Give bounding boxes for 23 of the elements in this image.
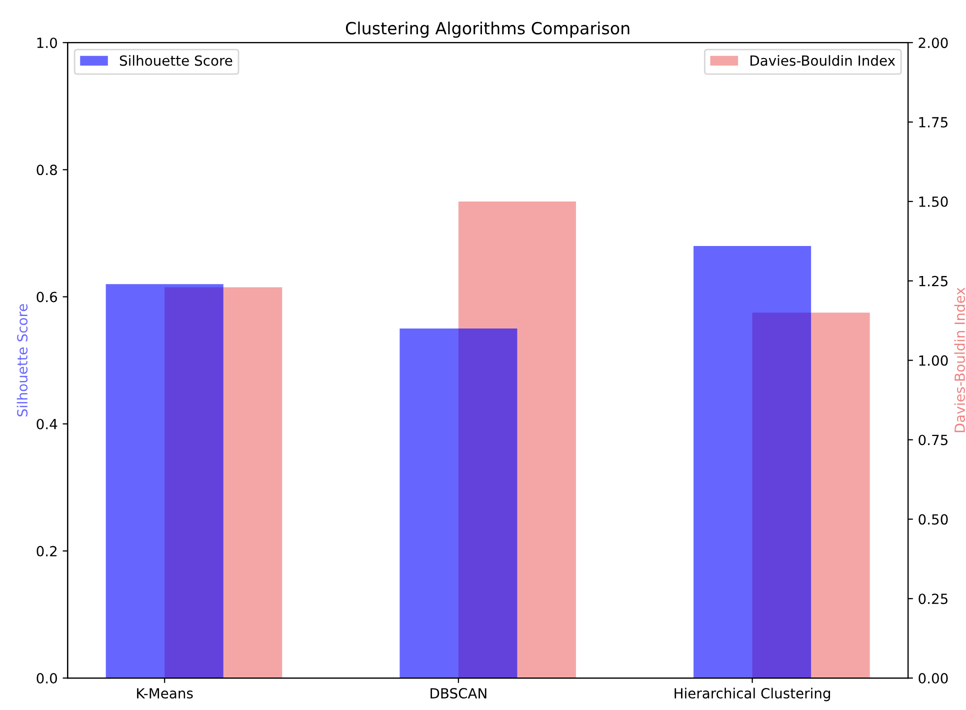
y2-tick-label: 0.25 (918, 594, 948, 604)
y2-tick-label: 1.25 (919, 276, 948, 286)
y-tick-label: 0.8 (36, 164, 57, 176)
y2-tick-label: 0.50 (918, 514, 948, 525)
y2-tick-label: 0.00 (918, 673, 948, 684)
x-tick-label: Hierarchical Clustering (674, 688, 830, 702)
chart-title: Clustering Algorithms Comparison (346, 22, 630, 38)
y-axis-title: Silhouette Score (16, 304, 28, 416)
legend-label: Silhouette Score (120, 55, 232, 66)
y2-tick-label: 0.75 (918, 434, 948, 446)
y-tick-label: 0.0 (36, 673, 57, 684)
y-tick-label: 0.4 (36, 418, 58, 430)
x-tick-label: K-Means (137, 688, 193, 699)
legend-label: Davies-Bouldin Index (750, 55, 896, 66)
y2-tick-label: 1.75 (919, 117, 948, 128)
y-tick-label: 0.6 (36, 292, 58, 302)
y-tick-label: 0.2 (36, 546, 57, 556)
y2-axis-title: Davies-Bouldin Index (954, 288, 965, 432)
y2-tick-label: 1.50 (919, 196, 948, 207)
y2-tick-label: 1.00 (919, 355, 948, 366)
x-tick-label: DBSCAN (430, 688, 486, 699)
y2-tick-label: 2.00 (918, 38, 948, 48)
y-tick-label: 1.0 (37, 38, 57, 48)
